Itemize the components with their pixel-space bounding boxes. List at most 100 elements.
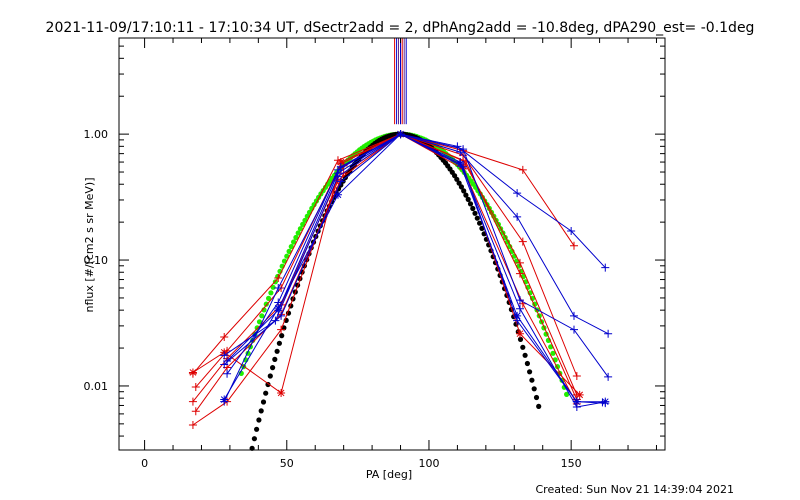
fit-curve-2-dot bbox=[522, 352, 528, 358]
data-point bbox=[191, 407, 200, 416]
data-point bbox=[513, 311, 522, 320]
fit-curve-1-dot bbox=[288, 244, 294, 250]
data-point bbox=[572, 371, 581, 380]
y-tick-label: 0.10 bbox=[84, 254, 109, 267]
fit-curve-1-dot bbox=[263, 301, 269, 307]
data-point bbox=[601, 397, 610, 406]
data-point bbox=[188, 420, 197, 429]
data-point bbox=[220, 351, 229, 360]
fit-curve-2-dot bbox=[254, 426, 260, 432]
data-point bbox=[191, 383, 200, 392]
series-2-line bbox=[195, 133, 578, 388]
data-point bbox=[277, 388, 286, 397]
created-timestamp: Created: Sun Nov 21 14:39:04 2021 bbox=[535, 483, 734, 496]
fit-curve-1-dot bbox=[286, 248, 292, 254]
fit-curve-2-dot bbox=[520, 344, 526, 350]
data-point bbox=[515, 269, 524, 278]
data-point bbox=[453, 142, 462, 151]
series-5 bbox=[188, 130, 581, 429]
series-3 bbox=[188, 130, 581, 406]
series-12-line bbox=[223, 133, 606, 403]
x-tick-label: 50 bbox=[280, 457, 294, 470]
chart-title: 2021-11-09/17:10:11 - 17:10:34 UT, dSect… bbox=[46, 20, 755, 36]
data-point bbox=[604, 329, 613, 338]
fit-curve-2-dot bbox=[258, 408, 264, 414]
fit-curve-2-dot bbox=[531, 386, 537, 392]
x-tick-label: 100 bbox=[418, 457, 439, 470]
data-point bbox=[220, 360, 229, 369]
data-point bbox=[604, 372, 613, 381]
fit-curve-1-dot bbox=[284, 253, 290, 259]
data-point bbox=[515, 304, 524, 313]
data-point bbox=[575, 390, 584, 399]
data-point bbox=[220, 332, 229, 341]
series-8-line bbox=[226, 133, 609, 375]
series-1-line bbox=[192, 133, 575, 375]
fit-curve-2-dot bbox=[536, 403, 542, 409]
y-tick-label: 0.01 bbox=[84, 380, 109, 393]
data-point bbox=[570, 325, 578, 334]
data-series bbox=[188, 130, 613, 429]
fit-curve-1-dot bbox=[507, 244, 513, 250]
data-point bbox=[336, 158, 345, 167]
fit-curve-1-dot bbox=[293, 234, 299, 241]
data-point bbox=[274, 283, 283, 292]
data-point bbox=[223, 369, 232, 378]
fit-curve-2-dot bbox=[263, 390, 269, 396]
axes: 0 50 100 150 0.01 0.10 1.00 bbox=[84, 38, 665, 470]
series-6-line bbox=[192, 133, 581, 396]
fit-curve-1-dot bbox=[261, 307, 267, 313]
data-point bbox=[188, 397, 197, 406]
data-point bbox=[274, 304, 283, 313]
data-point bbox=[515, 329, 524, 338]
data-point bbox=[513, 212, 522, 221]
data-point bbox=[570, 241, 578, 250]
fit-curve-2-dot bbox=[477, 220, 483, 226]
fit-curve-2-dot bbox=[260, 399, 267, 405]
data-point bbox=[277, 325, 286, 334]
fit-curve-1-dot bbox=[291, 239, 297, 245]
fit-curve-2-dot bbox=[517, 336, 524, 342]
data-point bbox=[515, 296, 524, 305]
series-7-line bbox=[223, 133, 606, 402]
data-point bbox=[188, 368, 197, 377]
fit-curve-2-dot bbox=[270, 365, 276, 371]
data-point bbox=[518, 237, 527, 246]
fit-curve-1-dot bbox=[564, 391, 570, 397]
fit-curve-2-dot bbox=[527, 369, 533, 375]
data-point bbox=[515, 258, 524, 267]
fit-curve-1-dot bbox=[529, 295, 536, 301]
fit-curve-2-dot bbox=[274, 348, 280, 354]
fit-curve-2-dot bbox=[533, 394, 540, 401]
fit-curve-1-dot bbox=[295, 230, 301, 236]
fit-curve-2-dot bbox=[461, 188, 467, 194]
fit-curve-2-dot bbox=[470, 205, 476, 212]
fit-curve-2-dot bbox=[256, 417, 262, 423]
data-point bbox=[333, 190, 342, 199]
data-point bbox=[277, 311, 286, 320]
y-tick-label: 1.00 bbox=[84, 128, 109, 141]
fit-curve-2-dot bbox=[458, 184, 464, 190]
fit-curve-1-dot bbox=[256, 319, 263, 325]
fit-curve-1-dot bbox=[259, 313, 265, 319]
fit-curve-2-dot bbox=[524, 360, 531, 367]
fit-curve-1-dot bbox=[302, 217, 308, 223]
x-tick-label: 150 bbox=[561, 457, 582, 470]
fit-curve-1-dot bbox=[300, 221, 306, 227]
fit-curve-2-dot bbox=[463, 192, 469, 198]
vertical-markers bbox=[394, 38, 407, 125]
fit-curve-2-dot bbox=[251, 436, 257, 442]
fit-curve-2-dot bbox=[276, 340, 282, 346]
data-point bbox=[336, 177, 345, 186]
data-point bbox=[570, 311, 578, 320]
data-point bbox=[572, 397, 581, 406]
data-point bbox=[396, 130, 405, 139]
fit-curve-2-dot bbox=[454, 176, 460, 182]
plot-frame bbox=[118, 37, 666, 451]
series-9-line bbox=[226, 133, 609, 378]
data-point bbox=[333, 172, 342, 181]
fit-curve-1-dot bbox=[268, 290, 274, 296]
series-12 bbox=[220, 130, 610, 406]
fit-curve-2-dot bbox=[465, 196, 471, 202]
fit-curve-2-dot bbox=[456, 180, 462, 186]
